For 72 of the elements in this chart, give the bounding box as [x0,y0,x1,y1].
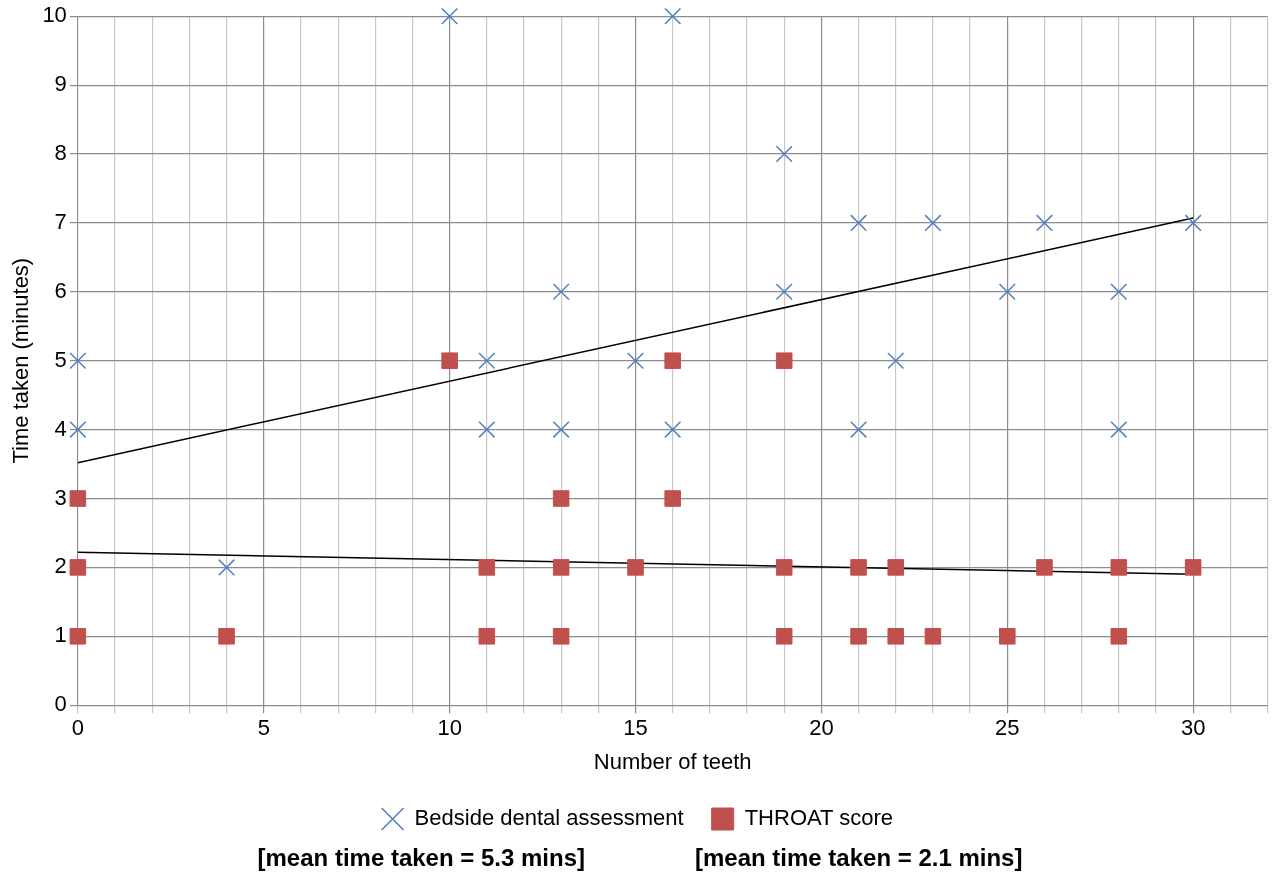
point [626,352,645,370]
x-axis-title: Number of teeth [593,748,752,774]
text: [mean time taken = 2.1 mins] [695,844,1023,872]
point [775,352,793,369]
y-tick-label: 10 [42,2,67,28]
y-tick-label: 9 [54,71,67,97]
y-axis-title: Time taken (minutes) [8,257,34,464]
y-tick-label: 2 [54,553,67,579]
point [441,352,458,369]
point [998,628,1016,645]
point [775,628,793,645]
y-tick-label: 0 [54,691,67,717]
y-tick-label: 6 [54,277,67,303]
point [850,421,868,439]
point [664,490,681,507]
x-tick-label: 5 [257,715,270,741]
point [924,628,942,645]
point [1110,283,1128,301]
x-tick-label: 0 [71,715,84,741]
x-tick-label: 10 [437,715,462,741]
y-tick-label: 7 [54,208,67,234]
point [627,559,644,576]
point [1184,559,1202,576]
point [69,421,87,439]
point [478,421,496,439]
point [664,352,681,369]
point [218,558,236,576]
point [775,559,793,576]
x-tick-label: 15 [623,715,648,741]
x-tick-label: 20 [809,715,834,741]
text: [mean time taken = 5.3 mins] [257,844,585,872]
point [850,628,867,645]
point [552,628,570,645]
point [1035,214,1053,232]
y-tick-label: 1 [54,622,67,648]
point [69,490,87,507]
point [218,628,235,645]
point [1184,214,1202,232]
y-tick-label: 3 [54,484,67,510]
y-tick-label: 5 [54,346,67,372]
point [887,628,905,645]
point [441,7,459,25]
point [552,421,570,439]
point [478,352,496,370]
point [69,352,87,370]
point [887,559,905,576]
point [552,490,570,507]
x-tick-label: 25 [995,715,1020,741]
point [850,214,868,232]
point [1110,559,1128,576]
point [924,214,942,232]
point [478,559,496,576]
legend-label: Bedside dental assessment [414,805,684,831]
point [552,559,570,576]
point [69,559,87,576]
x-tick-label: 30 [1180,715,1206,741]
point [775,145,793,163]
point [664,7,682,25]
y-tick-label: 8 [54,140,67,166]
y-tick-label: 4 [54,415,67,441]
point [887,352,905,370]
point [552,283,570,301]
point [775,283,793,301]
point [478,628,496,645]
point [998,283,1016,301]
point [664,421,682,439]
point [1036,559,1053,576]
point [1110,421,1128,439]
point [1110,628,1128,645]
point [850,559,867,576]
point [69,628,87,645]
legend-label: THROAT score [744,805,893,831]
